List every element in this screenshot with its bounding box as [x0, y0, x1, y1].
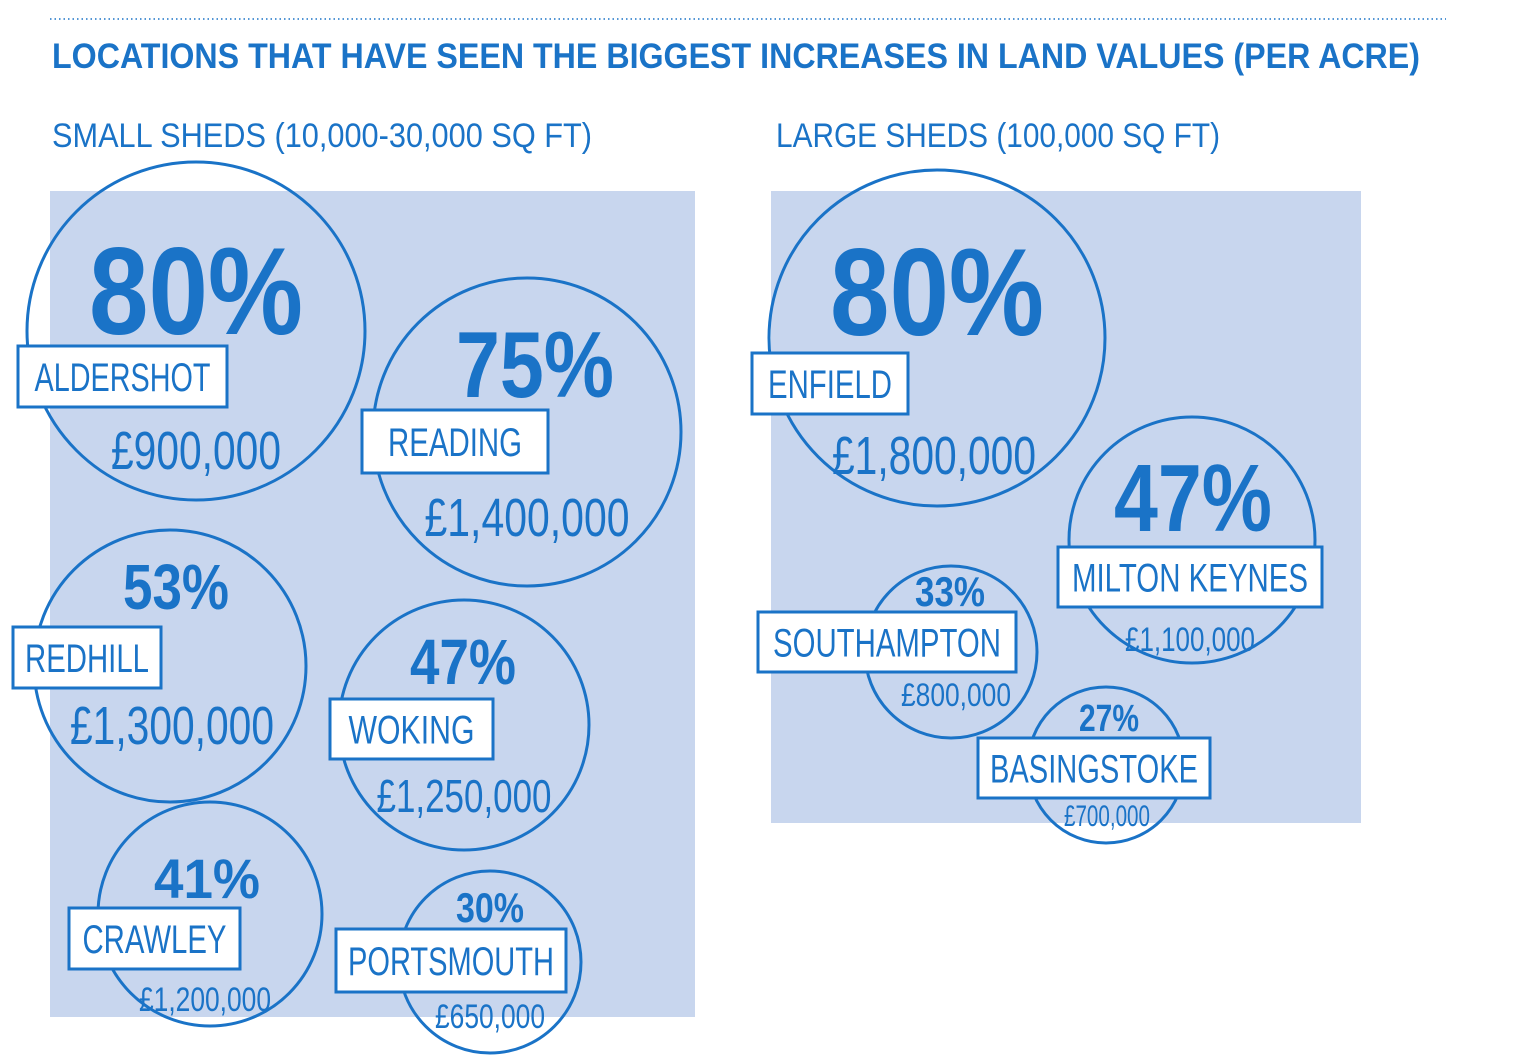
bubble-circle [767, 168, 1107, 508]
location-label: CRAWLEY [83, 918, 227, 962]
panel-title: LARGE SHEDS (100,000 SQ FT) [776, 117, 1220, 155]
increase-percent: 41% [154, 847, 260, 910]
price-per-acre: £1,800,000 [832, 426, 1036, 486]
bubble-circle [1067, 415, 1317, 665]
increase-percent: 53% [123, 551, 229, 623]
panel-background [50, 191, 695, 1017]
location-label-box [976, 736, 1212, 800]
panel-background [771, 191, 1361, 823]
increase-percent: 30% [456, 884, 524, 931]
location-label-box [67, 906, 242, 971]
location-label-box [334, 927, 568, 994]
price-per-acre: £1,100,000 [1125, 621, 1255, 659]
location-label-box [756, 610, 1018, 674]
bubble-enfield: 80%ENFIELD £1,800,000 [750, 168, 1107, 508]
location-label-box [328, 697, 495, 761]
price-per-acre: £650,000 [435, 998, 545, 1036]
location-label: BASINGSTOKE [990, 747, 1198, 791]
location-label: MILTON KEYNES [1072, 556, 1308, 600]
bubble-crawley: 41% CRAWLEY £1,200,000 [67, 800, 324, 1028]
location-label: WOKING [349, 708, 475, 752]
price-per-acre: £1,300,000 [70, 696, 274, 756]
location-label: READING [388, 421, 522, 465]
price-per-acre: £700,000 [1064, 800, 1150, 833]
location-label-box [11, 625, 163, 690]
bubble-aldershot: 80%ALDERSHOT £900,000 [16, 160, 367, 502]
increase-percent: 47% [1114, 445, 1272, 552]
location-label: REDHILL [25, 637, 149, 681]
bubble-basingstoke: 27% BASINGSTOKE £700,000 [976, 685, 1212, 845]
bubble-woking: 47% WOKING £1,250,000 [328, 598, 591, 852]
price-per-acre: £900,000 [111, 421, 281, 481]
increase-percent: 80% [89, 223, 303, 361]
location-label: PORTSMOUTH [348, 940, 554, 984]
panels: SMALL SHEDS (10,000-30,000 SQ FT)80%ALDE… [11, 117, 1361, 1055]
price-per-acre: £1,250,000 [377, 770, 552, 822]
location-label: ENFIELD [768, 363, 892, 407]
chart-title: LOCATIONS THAT HAVE SEEN THE BIGGEST INC… [52, 37, 1420, 76]
increase-percent: 27% [1079, 698, 1139, 740]
bubble-redhill: 53% REDHILL £1,300,000 [11, 528, 308, 804]
price-per-acre: £800,000 [901, 677, 1011, 713]
location-label-box [360, 408, 550, 475]
bubble-circle [25, 160, 367, 502]
increase-percent: 47% [410, 626, 516, 698]
panel-large-sheds: LARGE SHEDS (100,000 SQ FT) 80%ENFIELD £1,… [750, 117, 1361, 845]
location-label-box [16, 344, 229, 409]
panel-small-sheds: SMALL SHEDS (10,000-30,000 SQ FT) 80%ALDE… [11, 117, 695, 1055]
location-label: SOUTHAMPTON [773, 621, 1001, 665]
bubble-southampton: 33% SOUTHAMPTON £800,000 [756, 564, 1039, 740]
increase-percent: 33% [915, 568, 985, 615]
location-label-box [750, 351, 910, 416]
increase-percent: 80% [830, 224, 1044, 362]
bubble-reading: 75%READING £1,400,000 [360, 276, 683, 588]
panel-title: SMALL SHEDS (10,000-30,000 SQ FT) [52, 117, 592, 155]
bubble-milton-keynes: 47%MILTON KEYNES £1,100,000 [1056, 415, 1324, 665]
price-per-acre: £1,200,000 [139, 981, 271, 1019]
price-per-acre: £1,400,000 [425, 488, 630, 548]
increase-percent: 75% [456, 312, 614, 417]
location-label: ALDERSHOT [35, 356, 211, 400]
bubble-portsmouth: 30% PORTSMOUTH £650,000 [334, 869, 583, 1055]
location-label-box [1056, 545, 1324, 609]
